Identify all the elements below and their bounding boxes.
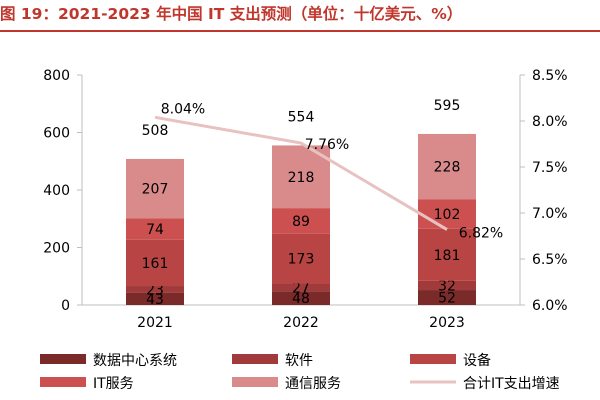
legend-swatch	[232, 377, 278, 387]
bar-segment	[126, 239, 184, 287]
legend-swatch	[40, 377, 86, 387]
y-tick-label: 0	[61, 298, 70, 314]
bar-segment	[418, 133, 476, 200]
bar-value-label: 74	[146, 222, 164, 238]
bar-value-label: 181	[434, 248, 461, 264]
bar-value-label: 52	[438, 291, 456, 307]
bar-segment	[126, 218, 184, 240]
y2-tick-label: 8.5%	[532, 68, 568, 84]
growth-label: 8.04%	[161, 101, 205, 117]
bar-value-label: 102	[434, 207, 461, 223]
bar-value-label: 32	[438, 278, 456, 294]
bar-total-label: 508	[142, 123, 169, 139]
x-tick-label: 2022	[283, 315, 319, 331]
legend-label: 合计IT支出增速	[463, 376, 560, 392]
bar-value-label: 207	[142, 182, 169, 198]
legend-swatch	[410, 354, 456, 364]
bar-value-label: 23	[146, 282, 164, 298]
bar-segment	[126, 286, 184, 293]
growth-label: 6.82%	[459, 226, 503, 242]
bar-segment	[418, 228, 476, 281]
y2-tick-label: 6.5%	[532, 252, 568, 268]
legend-label: 数据中心系统	[93, 353, 177, 369]
bar-value-label: 48	[292, 291, 310, 307]
legend-label: 设备	[463, 352, 491, 369]
bar-segment	[126, 292, 184, 305]
bar-total-label: 595	[434, 98, 461, 114]
legend-swatch	[232, 354, 278, 364]
bar-value-label: 218	[288, 170, 315, 186]
title-divider	[0, 30, 600, 32]
bar-value-label: 161	[142, 256, 169, 272]
y-tick-label: 800	[43, 68, 70, 84]
bar-segment	[418, 199, 476, 229]
legend-label: 通信服务	[285, 376, 341, 392]
bar-segment	[272, 283, 330, 292]
growth-line	[154, 115, 448, 231]
bar-value-label: 173	[288, 252, 315, 268]
x-tick-label: 2023	[429, 315, 465, 331]
y-tick-label: 200	[43, 241, 70, 257]
y2-tick-label: 6.0%	[532, 298, 568, 314]
bar-segment	[272, 233, 330, 284]
bar-value-label: 228	[434, 160, 461, 176]
y2-tick-label: 7.0%	[532, 206, 568, 222]
chart-title: 图 19：2021-2023 年中国 IT 支出预测（单位：十亿美元、%）	[0, 5, 463, 23]
y-tick-label: 400	[43, 183, 70, 199]
y2-tick-label: 7.5%	[532, 160, 568, 176]
bar-value-label: 27	[292, 280, 310, 296]
growth-label: 7.76%	[305, 137, 349, 153]
bar-value-label: 89	[292, 214, 310, 230]
bar-segment	[272, 291, 330, 305]
bar-segment	[272, 208, 330, 234]
y-tick-label: 600	[43, 126, 70, 142]
bar-total-label: 554	[288, 109, 315, 125]
bar-segment	[418, 280, 476, 291]
legend-swatch	[40, 354, 86, 364]
legend-label: 软件	[285, 353, 313, 369]
bar-segment	[418, 290, 476, 305]
y2-tick-label: 8.0%	[532, 114, 568, 130]
bar-segment	[126, 158, 184, 219]
legend-label: IT服务	[93, 376, 134, 392]
bar-value-label: 43	[146, 292, 164, 308]
x-tick-label: 2021	[137, 315, 173, 331]
